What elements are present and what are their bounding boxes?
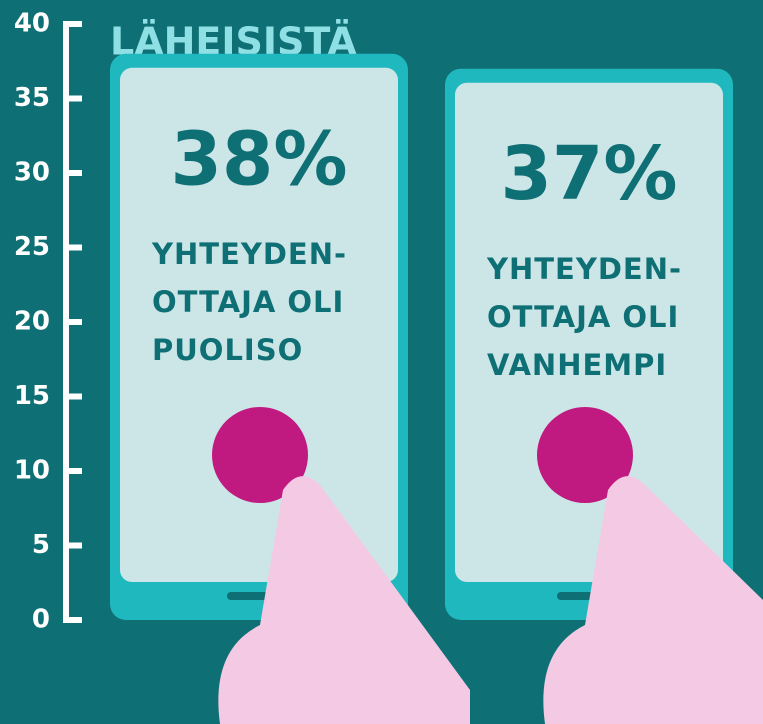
y-tick-label: 10 bbox=[14, 456, 50, 486]
call-icon bbox=[212, 407, 308, 503]
y-tick-label: 0 bbox=[32, 605, 50, 635]
y-tick-label: 35 bbox=[14, 83, 50, 113]
y-tick-label: 40 bbox=[14, 9, 50, 39]
value-label: 37% bbox=[500, 131, 677, 217]
category-label: YHTEYDEN-OTTAJA OLI PUOLISO bbox=[152, 236, 348, 367]
hand bbox=[218, 476, 470, 724]
y-tick-label: 15 bbox=[14, 381, 50, 411]
decoration bbox=[212, 407, 763, 724]
y-tick-label: 5 bbox=[32, 530, 50, 560]
call-icon bbox=[537, 407, 633, 503]
y-tick-label: 30 bbox=[14, 158, 50, 188]
category-label: YHTEYDEN-OTTAJA OLI VANHEMPI bbox=[487, 251, 683, 382]
y-tick-label: 25 bbox=[14, 232, 50, 262]
phone-screen bbox=[455, 82, 723, 582]
phone-screen bbox=[120, 67, 398, 583]
y-tick-label: 20 bbox=[14, 307, 50, 337]
hand bbox=[543, 476, 763, 724]
value-label: 38% bbox=[170, 116, 347, 202]
